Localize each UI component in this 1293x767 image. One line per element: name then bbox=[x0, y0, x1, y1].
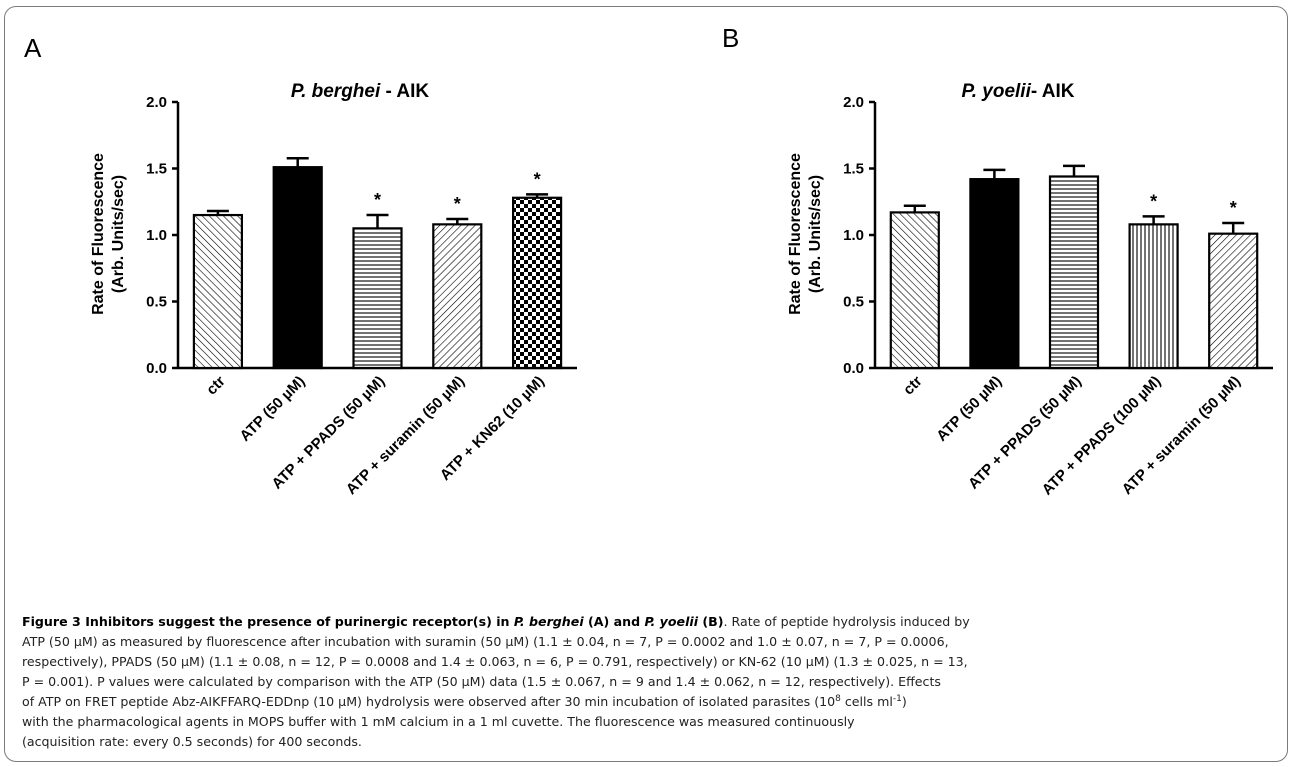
y-axis-label-a-line2: (Arb. Units/sec) bbox=[110, 175, 127, 293]
figure-frame bbox=[4, 6, 1288, 762]
y-tick-label: 1.0 bbox=[843, 227, 864, 244]
figure-caption: Figure 3 Inhibitors suggest the presence… bbox=[22, 612, 1270, 752]
chart-title-b: P. yoelii- AIK bbox=[962, 81, 1075, 102]
panel-letter-b: B bbox=[722, 23, 739, 53]
y-axis-label-b-line2: (Arb. Units/sec) bbox=[807, 175, 824, 293]
figure-label: Figure 3 bbox=[22, 614, 81, 629]
y-tick-label: 0.5 bbox=[146, 294, 167, 311]
caption-line-3: respectively), PPADS (50 µM) (1.1 ± 0.08… bbox=[22, 654, 968, 669]
bar bbox=[511, 196, 563, 370]
y-tick-label: 0.0 bbox=[843, 360, 864, 377]
bar bbox=[1208, 232, 1259, 370]
significance-marker: * bbox=[534, 169, 541, 189]
bar bbox=[889, 211, 940, 370]
y-axis-label-a-line1: Rate of Fluorescence bbox=[90, 153, 107, 315]
caption-line-7: (acquisition rate: every 0.5 seconds) fo… bbox=[22, 734, 362, 749]
y-axis-label-b: Rate of Fluorescence (Arb. Units/sec) bbox=[787, 153, 824, 315]
caption-line-4: P = 0.001). P values were calculated by … bbox=[22, 674, 941, 689]
y-tick-label: 1.5 bbox=[146, 161, 167, 178]
chart-title-a: P. berghei - AIK bbox=[291, 81, 430, 102]
caption-line-6: with the pharmacological agents in MOPS … bbox=[22, 714, 855, 729]
bar bbox=[272, 166, 323, 370]
x-category-label: ctr bbox=[203, 373, 229, 399]
x-category-label: ATP (50 µM) bbox=[237, 373, 309, 445]
chart-panel-a: A P. berghei - AIK Rate of Fluorescence … bbox=[24, 33, 577, 498]
significance-marker: * bbox=[374, 190, 381, 210]
bar bbox=[192, 213, 243, 370]
y-axis-label-a: Rate of Fluorescence (Arb. Units/sec) bbox=[90, 153, 127, 315]
y-tick-label: 2.0 bbox=[146, 94, 167, 111]
y-tick-label: 1.5 bbox=[843, 161, 864, 178]
y-tick-label: 2.0 bbox=[843, 94, 864, 111]
caption-heading: Figure 3 Inhibitors suggest the presence… bbox=[22, 614, 724, 629]
bar bbox=[352, 227, 403, 370]
significance-marker: * bbox=[454, 194, 461, 214]
figure-charts: A P. berghei - AIK Rate of Fluorescence … bbox=[24, 23, 1273, 499]
y-tick-label: 0.0 bbox=[146, 360, 167, 377]
bar bbox=[432, 223, 483, 370]
bar bbox=[1128, 223, 1179, 370]
caption-line-1: Figure 3 Inhibitors suggest the presence… bbox=[22, 614, 970, 629]
y-tick-label: 0.5 bbox=[843, 294, 864, 311]
bar bbox=[1048, 175, 1100, 370]
bar bbox=[969, 178, 1020, 370]
y-axis-label-b-line1: Rate of Fluorescence bbox=[787, 153, 804, 315]
x-category-label: ATP (50 µM) bbox=[933, 373, 1005, 445]
caption-line-5: of ATP on FRET peptide Abz-AIKFFARQ-EDDn… bbox=[22, 693, 907, 709]
significance-marker: * bbox=[1230, 198, 1237, 218]
panel-letter-a: A bbox=[24, 33, 42, 63]
significance-marker: * bbox=[1150, 191, 1157, 211]
y-tick-label: 1.0 bbox=[146, 227, 167, 244]
x-category-label: ctr bbox=[900, 373, 926, 399]
caption-line-2: ATP (50 µM) as measured by fluorescence … bbox=[22, 634, 949, 649]
chart-panel-b: B P. yoelii- AIK Rate of Fluorescence (A… bbox=[722, 23, 1273, 499]
